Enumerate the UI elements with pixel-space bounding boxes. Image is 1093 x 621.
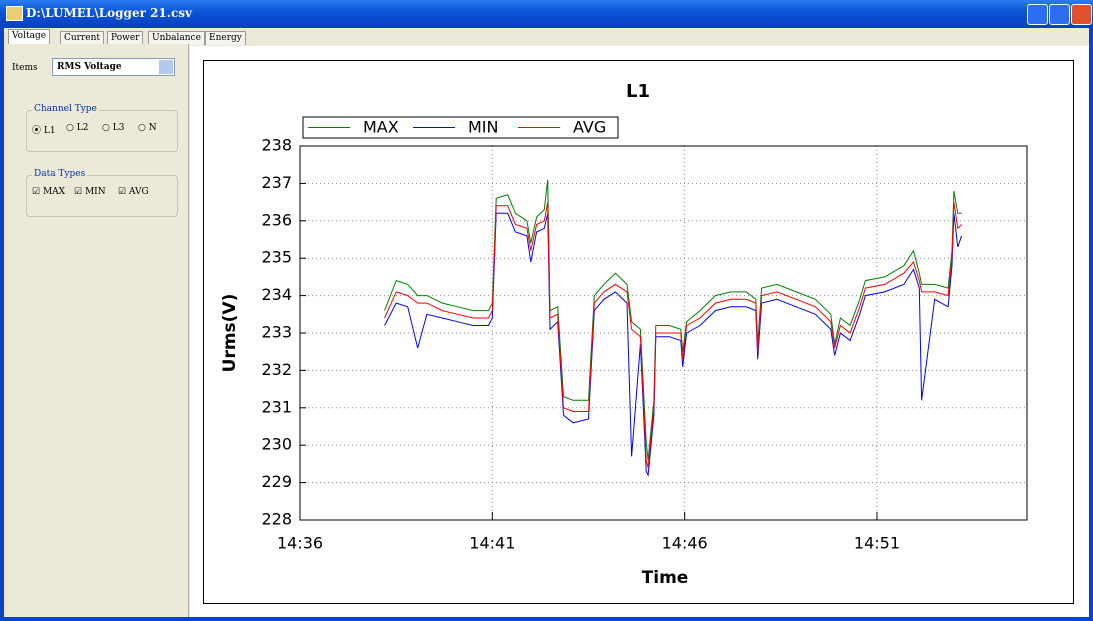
tab[interactable]: Voltage — [8, 29, 51, 45]
tab[interactable]: Unbalance — [148, 31, 205, 45]
app-icon — [6, 6, 23, 21]
group-title: Channel Type — [32, 104, 99, 114]
channel-group — [26, 110, 178, 152]
minimize-button[interactable] — [1027, 4, 1048, 25]
items-label: Items — [12, 63, 38, 73]
check-max[interactable]: ☑ MAX — [32, 187, 66, 197]
radio-label: L3 — [112, 123, 125, 133]
left-panel: Items RMS Voltage Channel Type ⦿ L1 ○ L2… — [4, 44, 189, 617]
window-title: D:\LUMEL\Logger 21.csv — [26, 6, 192, 20]
tab[interactable]: Energy — [205, 31, 246, 45]
radio-l2[interactable]: ○ L2 — [66, 123, 89, 133]
dropdown-arrow[interactable] — [159, 60, 173, 74]
group-title: Data Types — [32, 169, 88, 179]
check-label: MAX — [42, 187, 66, 197]
radio-label: L1 — [43, 126, 56, 136]
radio-l3[interactable]: ○ L3 — [102, 123, 125, 133]
check-avg[interactable]: ☑ AVG — [118, 187, 149, 197]
check-min[interactable]: ☑ MIN — [74, 187, 106, 197]
radio-l1[interactable]: ⦿ L1 — [32, 126, 56, 136]
title-bar: D:\LUMEL\Logger 21.csv — [0, 0, 1093, 28]
tab[interactable]: Power — [107, 31, 144, 45]
close-button[interactable] — [1071, 4, 1092, 25]
check-label: AVG — [128, 187, 149, 197]
radio-label: N — [148, 123, 157, 133]
radio-label: L2 — [76, 123, 89, 133]
check-label: MIN — [84, 187, 106, 197]
types-group — [26, 175, 178, 217]
tab[interactable]: Current — [60, 31, 105, 45]
chart-frame — [203, 60, 1074, 604]
items-select[interactable]: RMS Voltage — [52, 58, 175, 76]
radio-n[interactable]: ○ N — [138, 123, 157, 133]
items-value: RMS Voltage — [57, 62, 122, 72]
maximize-button[interactable] — [1049, 4, 1070, 25]
